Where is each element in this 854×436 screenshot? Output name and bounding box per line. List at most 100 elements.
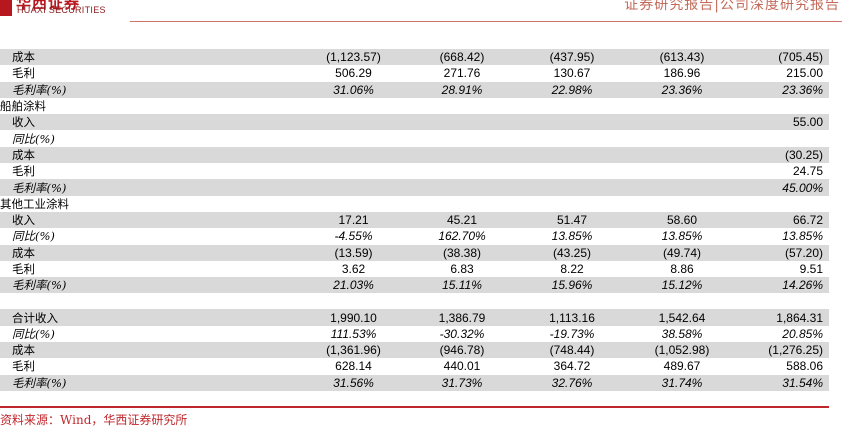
- table-row: 成本 (30.25): [0, 146, 829, 164]
- value-cell: 1,864.31: [737, 309, 829, 326]
- row-label: 毛利率(%): [0, 374, 300, 391]
- row-label: 毛利: [12, 359, 35, 374]
- value-cell: 51.47: [517, 211, 627, 229]
- value-cell: 186.96: [663, 66, 701, 81]
- value-cell: [517, 98, 627, 114]
- value-cell: (30.25): [737, 146, 829, 164]
- row-label: 同比(%): [12, 229, 55, 244]
- value-cell: 23.36%: [627, 81, 737, 98]
- value-cell: [407, 98, 517, 114]
- row-label: 同比(%): [12, 131, 55, 146]
- value-cell: [407, 196, 517, 212]
- row-label: 毛利: [12, 66, 35, 81]
- table-row: 毛利率(%) 45.00%: [0, 179, 829, 196]
- value-cell: 1,542.64: [627, 309, 737, 326]
- value-cell: [300, 114, 407, 131]
- huaxi-logo-icon: [0, 0, 12, 16]
- value-cell: 31.54%: [737, 374, 829, 391]
- value-cell: [517, 196, 627, 212]
- table-row: 同比(%) 111.53% -30.32% -19.73% 38.58% 20.85%: [0, 326, 829, 342]
- value-cell: 20.85%: [782, 326, 823, 341]
- value-cell: [407, 146, 517, 164]
- value-cell: (705.45): [737, 49, 829, 66]
- value-cell: [627, 179, 737, 196]
- value-cell: [737, 196, 829, 212]
- value-cell: 31.73%: [407, 374, 517, 391]
- value-cell: [407, 130, 517, 146]
- value-cell: (49.74): [627, 244, 737, 261]
- value-cell: 32.76%: [517, 374, 627, 391]
- value-cell: [517, 114, 627, 131]
- value-cell: (38.38): [407, 244, 517, 261]
- value-cell: [300, 196, 407, 212]
- value-cell: [627, 98, 737, 114]
- value-cell: 506.29: [335, 66, 372, 81]
- row-label: 同比(%): [12, 326, 55, 341]
- value-cell: 440.01: [443, 359, 481, 374]
- value-cell: 28.91%: [407, 81, 517, 98]
- value-cell: 31.74%: [627, 374, 737, 391]
- value-cell: 130.67: [553, 66, 591, 81]
- value-cell: (1,123.57): [300, 49, 407, 66]
- row-label: 收入: [0, 211, 300, 229]
- value-cell: 13.85%: [782, 229, 823, 244]
- value-cell: 66.72: [737, 211, 829, 229]
- value-cell: (613.43): [627, 49, 737, 66]
- value-cell: [300, 163, 407, 179]
- value-cell: 24.75: [792, 164, 823, 179]
- row-label: 毛利: [12, 164, 35, 179]
- table-row: 同比(%) -4.55% 162.70% 13.85% 13.85% 13.85%: [0, 228, 829, 244]
- value-cell: 364.72: [553, 359, 591, 374]
- table-row: 毛利 3.62 6.83 8.22 8.86 9.51: [0, 261, 829, 277]
- table-row: 毛利 24.75: [0, 163, 829, 179]
- table-row: 毛利 506.29 271.76 130.67 186.96 215.00: [0, 65, 829, 81]
- value-cell: 162.70%: [438, 229, 486, 244]
- value-cell: (43.25): [517, 244, 627, 261]
- row-label: 成本: [0, 244, 300, 261]
- row-label: 成本: [0, 49, 300, 66]
- table-row: 毛利率(%) 31.56% 31.73% 32.76% 31.74% 31.54%: [0, 374, 829, 391]
- table-row: 毛利率(%) 31.06% 28.91% 22.98% 23.36% 23.36%: [0, 81, 829, 98]
- value-cell: (1,052.98): [627, 342, 737, 359]
- value-cell: [627, 130, 737, 146]
- table-row: 成本 (1,123.57) (668.42) (437.95) (613.43) (705…: [0, 49, 829, 66]
- row-label: 收入: [0, 114, 300, 131]
- row-label: 合计收入: [0, 309, 300, 326]
- header-divider: [130, 21, 842, 22]
- value-cell: 38.58%: [661, 326, 703, 341]
- table-row: 毛利率(%) 21.03% 15.11% 15.96% 15.12% 14.26%: [0, 277, 829, 294]
- value-cell: 14.26%: [737, 277, 829, 294]
- value-cell: [517, 130, 627, 146]
- report-type-label: 证券研究报告|公司深度研究报告: [624, 0, 840, 13]
- value-cell: 55.00: [737, 114, 829, 131]
- value-cell: 9.51: [799, 262, 823, 276]
- section-header-row: 船舶涂料: [0, 98, 829, 114]
- spacer-row: [0, 293, 829, 310]
- table-row: 成本 (13.59) (38.38) (43.25) (49.74) (57.20): [0, 244, 829, 261]
- table-row: 毛利 628.14 440.01 364.72 489.67 588.06: [0, 358, 829, 374]
- value-cell: 271.76: [443, 66, 481, 81]
- table-row: 合计收入 1,990.10 1,386.79 1,113.16 1,542.64 1,86…: [0, 309, 829, 326]
- value-cell: [627, 196, 737, 212]
- value-cell: 23.36%: [737, 81, 829, 98]
- value-cell: (57.20): [737, 244, 829, 261]
- row-label: 成本: [0, 146, 300, 164]
- value-cell: 45.00%: [737, 179, 829, 196]
- row-label: 毛利率(%): [0, 81, 300, 98]
- value-cell: 45.21: [407, 211, 517, 229]
- value-cell: 15.11%: [407, 277, 517, 294]
- value-cell: 15.12%: [627, 277, 737, 294]
- section-label: 其他工业涂料: [0, 196, 69, 211]
- value-cell: (437.95): [517, 49, 627, 66]
- value-cell: [300, 130, 407, 146]
- value-cell: 21.03%: [300, 277, 407, 294]
- value-cell: 215.00: [786, 66, 823, 81]
- value-cell: -19.73%: [549, 326, 595, 341]
- report-header: 华西证券 HUAXI SECURITIES 证券研究报告|公司深度研究报告: [0, 0, 854, 24]
- value-cell: 3.62: [341, 262, 366, 276]
- value-cell: 1,386.79: [407, 309, 517, 326]
- value-cell: (1,276.25): [737, 342, 829, 359]
- value-cell: [627, 146, 737, 164]
- value-cell: [407, 114, 517, 131]
- value-cell: [300, 179, 407, 196]
